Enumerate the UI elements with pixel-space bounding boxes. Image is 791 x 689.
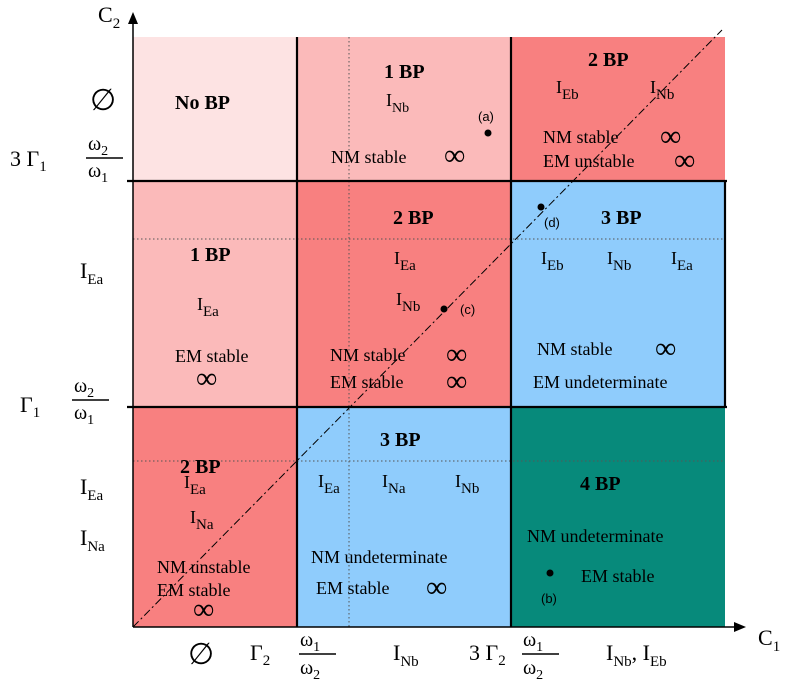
cell-bot-mid-i1: IEa [318,471,340,497]
svg-text:ω1: ω1 [300,629,320,655]
point-c-marker [440,305,448,313]
cell-bot-mid-i3: INb [455,471,479,497]
cell-top-right-stability-2: EM unstable [543,151,635,171]
x-tick-inb: INb [393,640,419,670]
cell-bot-left-i2: INa [190,507,214,533]
cell-mid-right-stability-2: EM undeterminate [533,372,667,392]
c1-axis-arrow [734,622,746,632]
infinity-icon: ∞ [446,338,467,371]
cell-bot-left-stability-2: EM stable [157,580,231,600]
cell-mid-mid-stability-2: EM stable [330,372,404,392]
cell-top-right-i1: IEb [556,77,579,103]
cell-bot-right-title: 4 BP [580,473,621,495]
cell-bot-mid-i2: INa [382,471,406,497]
region-mid-mid [297,181,511,407]
x-tick-gamma2-ratio: Γ2 ω1 ω2 [250,629,336,683]
cell-mid-left-title: 1 BP [190,244,231,266]
region-top-mid [297,37,511,181]
point-d-label: (d) [544,215,560,230]
svg-text:ω2: ω2 [74,375,94,401]
cell-mid-left-stability: EM stable [175,346,249,366]
cell-mid-mid-stability-1: NM stable [330,345,406,365]
infinity-icon: ∞ [674,144,695,177]
x-tick-3gamma2-ratio: 3 Γ2 ω1 ω2 [469,629,559,683]
cell-mid-right-stability-1: NM stable [537,339,613,359]
cell-mid-right-i3: IEa [671,248,693,274]
cell-top-left-title: No BP [175,92,230,114]
cell-mid-left-i1: IEa [197,294,219,320]
point-d-marker [537,203,545,211]
cell-mid-right-i1: IEb [541,248,564,274]
cell-bot-left-stability-1: NM unstable [157,557,251,577]
y-tick-ina-bottom: INa [80,525,105,555]
infinity-icon: ∞ [446,365,467,398]
cell-bot-mid-stability-1: NM undeterminate [311,547,447,567]
cell-top-mid-stability: NM stable [331,147,407,167]
x-tick-empty-set: ∅ [188,638,214,671]
svg-text:Γ1: Γ1 [20,392,40,421]
svg-text:ω2: ω2 [523,657,543,683]
svg-text:3 Γ1: 3 Γ1 [10,146,47,175]
region-bot-left [133,407,297,627]
cell-top-right-i2: INb [650,77,674,103]
region-top-left [133,37,297,181]
cell-bot-left-title: 2 BP [180,456,221,478]
region-mid-right [511,181,725,407]
cell-bot-mid-title: 3 BP [380,429,421,451]
c2-axis-arrow [128,12,138,24]
point-c-label: (c) [460,302,475,317]
infinity-icon: ∞ [444,139,465,172]
svg-text:ω2: ω2 [88,133,108,159]
svg-text:ω1: ω1 [74,402,94,428]
cell-mid-right-i2: INb [607,248,631,274]
region-bot-right [511,407,725,627]
point-a-marker [484,129,492,137]
diagonal-line [132,29,723,628]
infinity-icon: ∞ [193,593,214,626]
region-mid-left [133,181,297,407]
point-a-label: (a) [478,109,494,124]
svg-text:Γ2: Γ2 [250,640,270,669]
cell-bot-left-i1: IEa [184,472,206,498]
infinity-icon: ∞ [426,571,447,604]
cell-top-right-stability-1: NM stable [543,127,619,147]
cell-mid-mid-title: 2 BP [393,207,434,229]
cell-bot-mid-stability-2: EM stable [316,578,390,598]
point-b-label: (b) [541,591,557,606]
y-tick-3gamma1-ratio: 3 Γ1 ω2 ω1 [10,133,123,186]
y-tick-gamma1-ratio: Γ1 ω2 ω1 [20,375,109,428]
x-tick-inb-ieb: INb, IEb [606,640,667,670]
cell-top-mid-title: 1 BP [384,61,425,83]
infinity-icon: ∞ [196,362,217,395]
c1-axis-title: C1 [758,625,780,655]
infinity-icon: ∞ [655,332,676,365]
cell-mid-right-title: 3 BP [601,207,642,229]
y-tick-empty-set: ∅ [90,84,116,117]
y-tick-iea-bottom: IEa [80,474,103,504]
svg-text:ω2: ω2 [300,657,320,683]
infinity-icon: ∞ [660,120,681,153]
cell-top-right-title: 2 BP [588,49,629,71]
c2-axis-title: C2 [98,2,120,32]
cell-top-mid-i1: INb [386,90,409,116]
svg-text:3 Γ2: 3 Γ2 [469,640,506,669]
cell-mid-mid-i1: IEa [394,248,416,274]
svg-text:ω1: ω1 [523,629,543,655]
cell-bot-right-stability-1: NM undeterminate [527,526,663,546]
point-b-marker [546,569,554,577]
cell-bot-right-stability-2: EM stable [581,566,655,586]
region-bot-mid [297,407,511,627]
y-tick-iea: IEa [80,258,103,288]
svg-text:ω1: ω1 [88,160,108,186]
region-top-right [511,37,725,181]
cell-mid-mid-i2: INb [396,289,420,315]
